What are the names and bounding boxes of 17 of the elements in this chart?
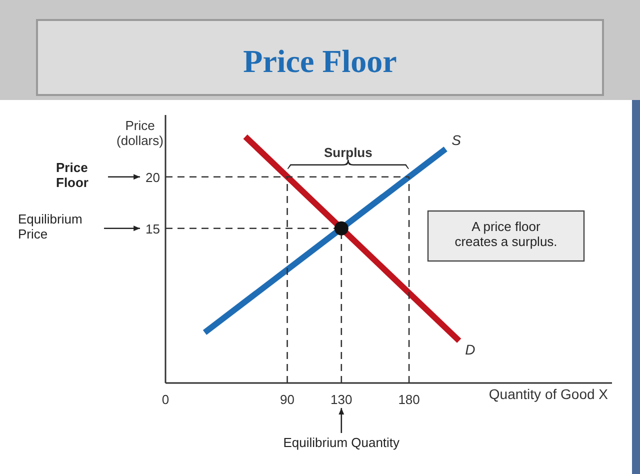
y-axis-title: Price (dollars) — [116, 118, 164, 148]
x-tick-label: 180 — [398, 392, 420, 407]
x-tick-label: 90 — [280, 392, 295, 407]
series-label: S — [452, 132, 462, 148]
text: Equilibrium Price — [18, 211, 82, 242]
y-tick-label: 20 — [146, 170, 160, 185]
note-box: A price floor creates a surplus. — [427, 210, 585, 262]
x-tick-label: 0 — [162, 392, 170, 407]
text: Equilibrium Quantity — [283, 435, 400, 450]
annotation: Surplus — [324, 144, 372, 160]
y-tick-label: 15 — [146, 221, 160, 236]
text: Price Floor — [56, 160, 88, 190]
chart-title: Price Floor — [243, 43, 397, 79]
annotation: A price floor creates a surplus. — [454, 219, 558, 249]
x-tick-label: 130 — [330, 392, 352, 407]
x-axis-title: Quantity of Good X — [488, 386, 609, 402]
series-label: D — [465, 342, 476, 358]
